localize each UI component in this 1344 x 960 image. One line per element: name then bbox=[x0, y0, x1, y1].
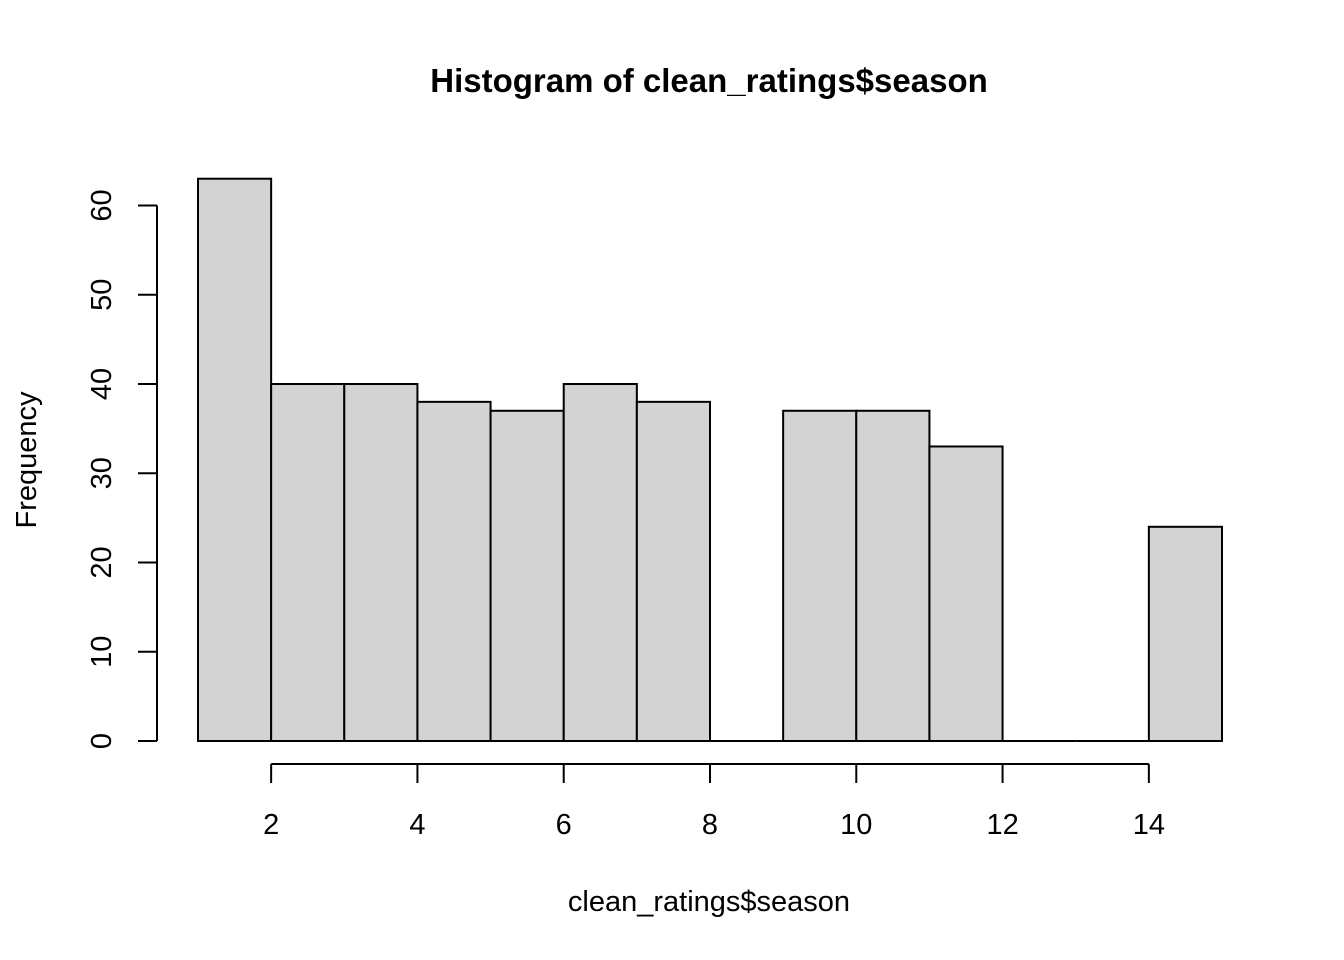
histogram-bar bbox=[197, 177, 273, 743]
y-tick-label: 60 bbox=[86, 189, 118, 221]
x-tick-label: 4 bbox=[409, 809, 425, 841]
x-axis-label: clean_ratings$season bbox=[568, 886, 850, 918]
y-tick-label: 40 bbox=[86, 368, 118, 400]
y-axis-label: Frequency bbox=[11, 391, 43, 529]
histogram-bar bbox=[416, 400, 492, 742]
y-tick-label: 0 bbox=[86, 733, 118, 749]
y-axis: 0 10 20 30 40 50 60 bbox=[86, 189, 158, 749]
x-axis: 2 4 6 8 10 12 14 bbox=[263, 763, 1165, 841]
chart-title: Histogram of clean_ratings$season bbox=[430, 62, 988, 99]
histogram-bar bbox=[855, 409, 931, 742]
histogram-bar bbox=[635, 400, 711, 742]
x-tick-label: 8 bbox=[702, 809, 718, 841]
y-tick-label: 10 bbox=[86, 636, 118, 668]
x-tick-label: 10 bbox=[840, 809, 872, 841]
histogram-bar bbox=[782, 409, 858, 742]
histogram-bar bbox=[343, 383, 419, 742]
histogram-bar bbox=[489, 409, 565, 742]
y-tick-label: 50 bbox=[86, 279, 118, 311]
y-tick-label: 20 bbox=[86, 546, 118, 578]
x-tick-label: 2 bbox=[263, 809, 279, 841]
histogram-bar bbox=[270, 383, 346, 742]
histogram-bar bbox=[928, 445, 1004, 742]
x-tick-label: 14 bbox=[1133, 809, 1165, 841]
histogram-bar bbox=[1147, 525, 1224, 742]
x-tick-label: 12 bbox=[986, 809, 1018, 841]
y-tick-label: 30 bbox=[86, 457, 118, 489]
bars-group bbox=[197, 177, 1224, 743]
histogram-bar bbox=[562, 383, 638, 742]
x-tick-label: 6 bbox=[556, 809, 572, 841]
